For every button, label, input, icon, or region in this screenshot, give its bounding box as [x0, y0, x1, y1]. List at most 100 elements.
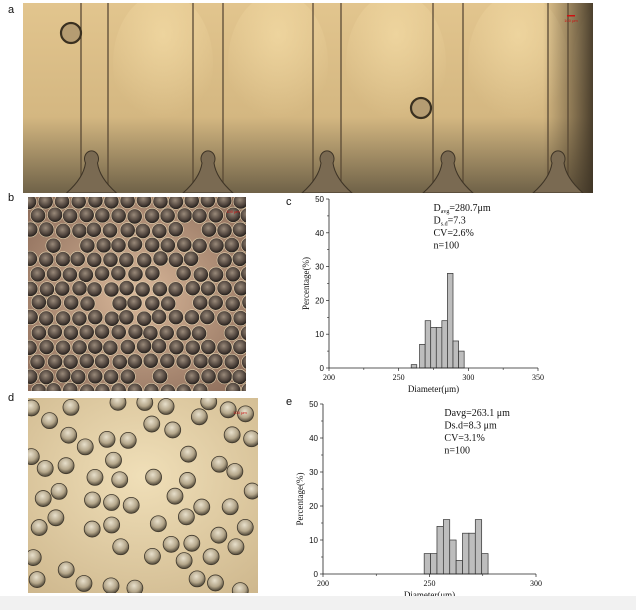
x-tick-label: 250 [393, 373, 405, 382]
microsphere [54, 197, 70, 210]
microsphere [119, 368, 136, 385]
microsphere [109, 398, 127, 411]
stat-annotation: Davg=280.7μm [434, 203, 491, 215]
histogram-bar [410, 364, 418, 369]
microsphere [175, 265, 192, 282]
microsphere [84, 491, 101, 509]
microsphere [143, 382, 160, 391]
microsphere [136, 252, 153, 269]
microsphere [237, 405, 254, 423]
microsphere [208, 266, 224, 283]
x-axis-label: Diameter(μm) [408, 384, 459, 394]
histogram-bar [481, 553, 489, 575]
microsphere [191, 207, 208, 224]
microsphere [144, 547, 161, 565]
microsphere [94, 207, 111, 224]
microsphere [62, 381, 79, 391]
microsphere [46, 323, 63, 340]
microsphere [216, 197, 233, 209]
microsphere [38, 251, 55, 268]
microsphere [94, 265, 110, 282]
histogram-c: 200 250 300 350 0 10 20 30 40 50 Diameter(μm) Perce… [301, 195, 544, 394]
microsphere [223, 237, 240, 253]
microsphere [126, 294, 143, 311]
microsphere [175, 353, 192, 370]
microsphere [158, 325, 175, 341]
microsphere [86, 251, 103, 268]
microsphere [241, 354, 246, 370]
y-tick-label: 20 [309, 502, 318, 511]
microsphere [28, 221, 39, 238]
microsphere [151, 281, 168, 297]
y-tick-label: 40 [315, 229, 324, 238]
microsphere [126, 353, 143, 370]
microsphere [29, 353, 46, 370]
y-tick-label: 10 [315, 330, 324, 339]
microsphere [151, 223, 168, 239]
y-tick-label: 0 [320, 364, 325, 373]
microsphere [167, 221, 184, 238]
microsphere [152, 250, 169, 267]
stat-annotation: n=100 [444, 446, 470, 457]
microsphere [216, 222, 233, 239]
microsphere [38, 339, 55, 355]
microsphere [216, 310, 233, 327]
microsphere [46, 265, 62, 282]
microsphere [76, 438, 94, 456]
microsphere [60, 426, 78, 444]
microsphere [79, 383, 96, 391]
microsphere [216, 339, 233, 356]
microsphere [110, 324, 127, 340]
microsphere [126, 208, 143, 225]
microsphere [223, 325, 240, 341]
microsphere [38, 221, 55, 238]
microsphere [103, 516, 121, 534]
panel-label-a: a [8, 4, 15, 16]
microsphere [177, 508, 195, 526]
histogram-bar [430, 327, 437, 369]
microsphere [152, 368, 168, 385]
microsphere [86, 281, 103, 298]
microsphere [75, 575, 93, 592]
microsphere [126, 579, 144, 593]
microsphere [183, 197, 200, 209]
microsphere [207, 574, 224, 592]
microsphere [94, 353, 110, 370]
microsphere [240, 237, 246, 253]
microsphere [144, 207, 161, 224]
microsphere [103, 368, 119, 385]
stat-annotation: Ds.d=7.3 [434, 216, 466, 228]
histogram-bar [423, 553, 431, 575]
histogram-bar [468, 532, 476, 575]
microsphere [28, 280, 39, 297]
microsphere [94, 383, 111, 391]
microsphere [200, 368, 217, 385]
microsphere [57, 457, 75, 475]
microsphere [28, 309, 39, 325]
microsphere [202, 548, 220, 566]
microsphere [105, 451, 122, 469]
histogram-bar [436, 526, 444, 575]
microsphere [232, 221, 246, 238]
x-tick-label: 200 [317, 579, 329, 588]
nozzle-droplet [532, 150, 584, 193]
microsphere [216, 280, 233, 296]
microsphere [62, 353, 79, 370]
histogram-bar [449, 539, 457, 575]
histogram-bar [424, 320, 432, 369]
microsphere [193, 498, 211, 516]
panel-label-c: c [286, 196, 292, 208]
microsphere [47, 353, 63, 370]
y-tick-label: 0 [314, 570, 319, 579]
histogram-bar [462, 532, 470, 575]
histogram-bar [441, 320, 448, 369]
microsphere [134, 223, 151, 239]
microsphere [232, 339, 246, 355]
microsphere [226, 463, 244, 480]
stat-annotation: CV=2.6% [434, 228, 474, 239]
microsphere [223, 426, 241, 444]
nozzle-droplet [422, 150, 474, 193]
microsphere [231, 369, 246, 385]
microsphere [199, 309, 216, 325]
